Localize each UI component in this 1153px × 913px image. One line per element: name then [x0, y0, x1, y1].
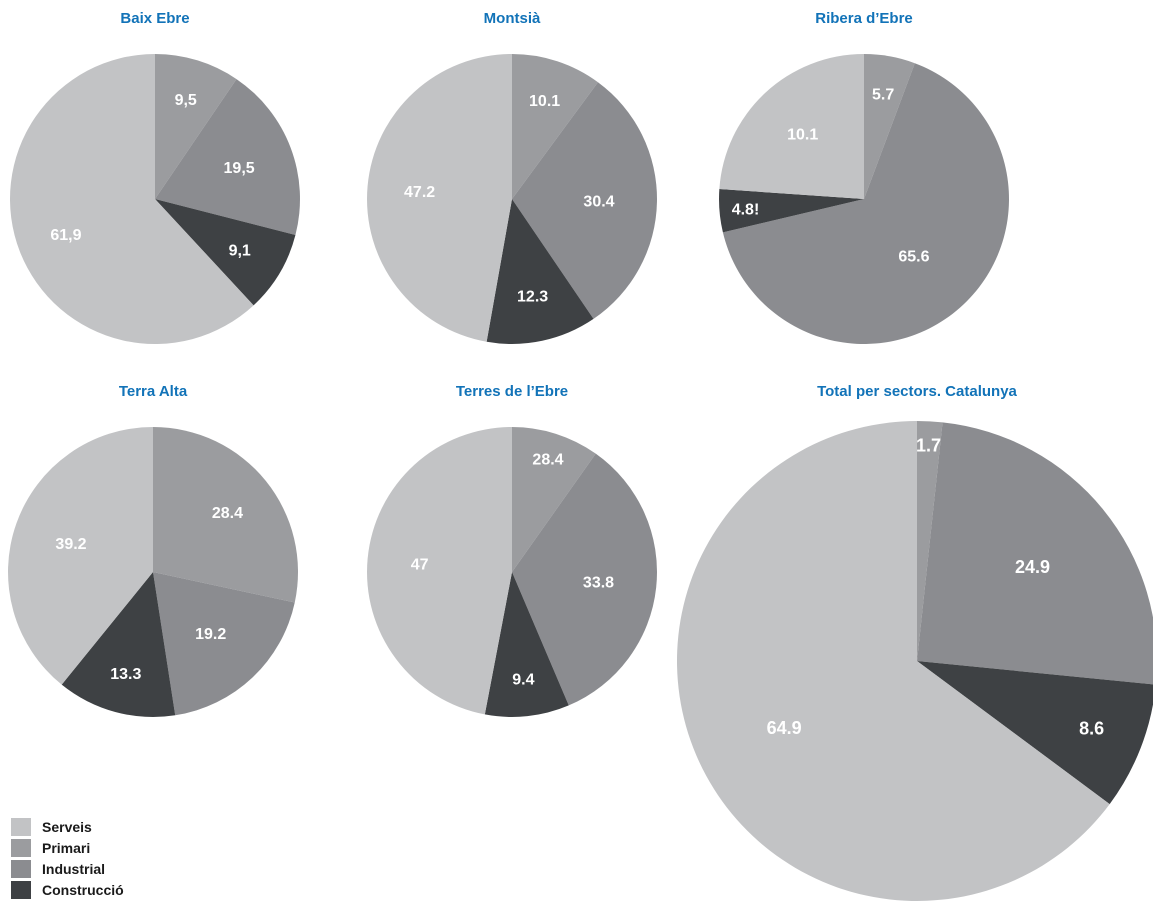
legend-label-industrial: Industrial	[42, 860, 106, 877]
slice-label-terres-de-lebre-construccio: 9.4	[512, 672, 534, 689]
pie-slice-ribera-debre-serveis	[719, 54, 864, 199]
pie-slice-terra-alta-construccio	[61, 572, 176, 718]
pie-slice-terres-de-lebre-primari	[512, 427, 596, 572]
pie-slice-baix-ebre-primari	[155, 54, 237, 199]
legend-swatch-construccio	[11, 880, 31, 899]
slice-label-ribera-debre-serveis: 10.1	[787, 126, 818, 143]
pie-slice-terres-de-lebre-construccio	[484, 572, 569, 717]
pie-chart-baix-ebre: Baix Ebre 9,5 19,5 9,1 61,9	[9, 10, 300, 344]
slice-label-terra-alta-construccio: 13.3	[110, 666, 141, 683]
slice-label-baix-ebre-primari: 9,5	[175, 92, 197, 109]
slice-label-ribera-debre-industrial: 65.6	[898, 249, 929, 266]
slice-label-montsia-industrial: 30.4	[583, 194, 614, 211]
pie-slice-montsia-primari	[512, 54, 598, 199]
slice-label-baix-ebre-construccio: 9,1	[229, 243, 251, 260]
slice-label-total-per-sectors-catalunya-construccio: 8.6	[1079, 719, 1104, 739]
slice-label-terres-de-lebre-primari: 28.4	[532, 452, 563, 469]
legend-item-industrial: Industrial	[11, 858, 124, 879]
pie-chart-terra-alta: Terra Alta 28.4 19.2 13.3 39.2	[8, 383, 299, 718]
pie-slice-terres-de-lebre-industrial	[512, 453, 657, 706]
legend-item-primari: Primari	[11, 837, 124, 858]
slice-label-ribera-debre-construccio: 4.8!	[732, 202, 760, 219]
pie-slice-baix-ebre-construccio	[155, 199, 296, 306]
slice-label-terra-alta-primari: 28.4	[212, 505, 243, 522]
legend-swatch-industrial	[11, 859, 31, 878]
pie-slice-terra-alta-primari	[153, 427, 299, 603]
legend: Serveis Primari Industrial Construcció	[11, 816, 124, 900]
slice-label-total-per-sectors-catalunya-primari: 1.7	[916, 435, 941, 455]
pie-chart-total-per-sectors-catalunya: Total per sectors. Catalunya 1.7 24.9 8.6 64…	[676, 383, 1153, 901]
pie-chart-ribera-debre: Ribera d’Ebre 5.7 65.6 4.8! 10.1	[719, 10, 1009, 344]
pie-slice-total-per-sectors-catalunya-construccio	[917, 661, 1153, 805]
legend-label-serveis: Serveis	[42, 818, 92, 835]
pie-chart-montsia: Montsià 10.1 30.4 12.3 47.2	[367, 10, 657, 344]
pie-slice-ribera-debre-construccio	[719, 188, 864, 233]
pie-slice-total-per-sectors-catalunya-industrial	[917, 422, 1153, 685]
legend-label-primari: Primari	[42, 839, 91, 856]
pie-chart-terres-de-lebre: Terres de l’Ebre 28.4 33.8 9.4 47	[367, 383, 657, 717]
slice-label-terres-de-lebre-serveis: 47	[411, 556, 429, 573]
slice-label-terra-alta-serveis: 39.2	[55, 536, 86, 553]
pie-slice-ribera-debre-primari	[864, 54, 915, 199]
legend-item-construccio: Construcció	[11, 879, 124, 900]
chart-title-ribera-debre: Ribera d’Ebre	[815, 10, 913, 27]
pie-slice-montsia-construccio	[486, 199, 594, 344]
pie-slice-total-per-sectors-catalunya-serveis	[676, 421, 1110, 901]
pie-slice-ribera-debre-industrial	[722, 63, 1009, 344]
pie-slice-baix-ebre-serveis	[9, 53, 254, 344]
slice-label-terra-alta-industrial: 19.2	[195, 626, 226, 643]
pie-slice-montsia-serveis	[367, 54, 512, 342]
slice-label-montsia-serveis: 47.2	[404, 184, 435, 201]
legend-swatch-serveis	[11, 817, 31, 836]
pie-slice-total-per-sectors-catalunya-primari	[917, 421, 943, 661]
chart-title-total-per-sectors-catalunya: Total per sectors. Catalunya	[817, 383, 1017, 400]
chart-title-baix-ebre: Baix Ebre	[120, 10, 189, 27]
slice-label-ribera-debre-primari: 5.7	[872, 86, 894, 103]
slice-label-baix-ebre-industrial: 19,5	[224, 160, 255, 177]
pie-slice-baix-ebre-industrial	[155, 79, 300, 236]
slice-label-total-per-sectors-catalunya-serveis: 64.9	[767, 718, 802, 738]
slice-label-baix-ebre-serveis: 61,9	[50, 227, 81, 244]
pie-slice-terra-alta-industrial	[153, 572, 295, 716]
chart-title-terra-alta: Terra Alta	[119, 383, 188, 400]
chart-title-montsia: Montsià	[484, 10, 541, 27]
pie-slice-montsia-industrial	[512, 82, 657, 319]
legend-label-construccio: Construcció	[42, 881, 124, 898]
pie-slice-terra-alta-serveis	[8, 427, 154, 685]
pie-slice-terres-de-lebre-serveis	[367, 427, 512, 715]
legend-swatch-primari	[11, 838, 31, 857]
chart-title-terres-de-lebre: Terres de l’Ebre	[456, 383, 568, 400]
legend-item-serveis: Serveis	[11, 816, 124, 837]
slice-label-montsia-construccio: 12.3	[517, 288, 548, 305]
slice-label-total-per-sectors-catalunya-industrial: 24.9	[1015, 557, 1050, 577]
slice-label-montsia-primari: 10.1	[529, 93, 560, 110]
slice-label-terres-de-lebre-industrial: 33.8	[583, 574, 614, 591]
